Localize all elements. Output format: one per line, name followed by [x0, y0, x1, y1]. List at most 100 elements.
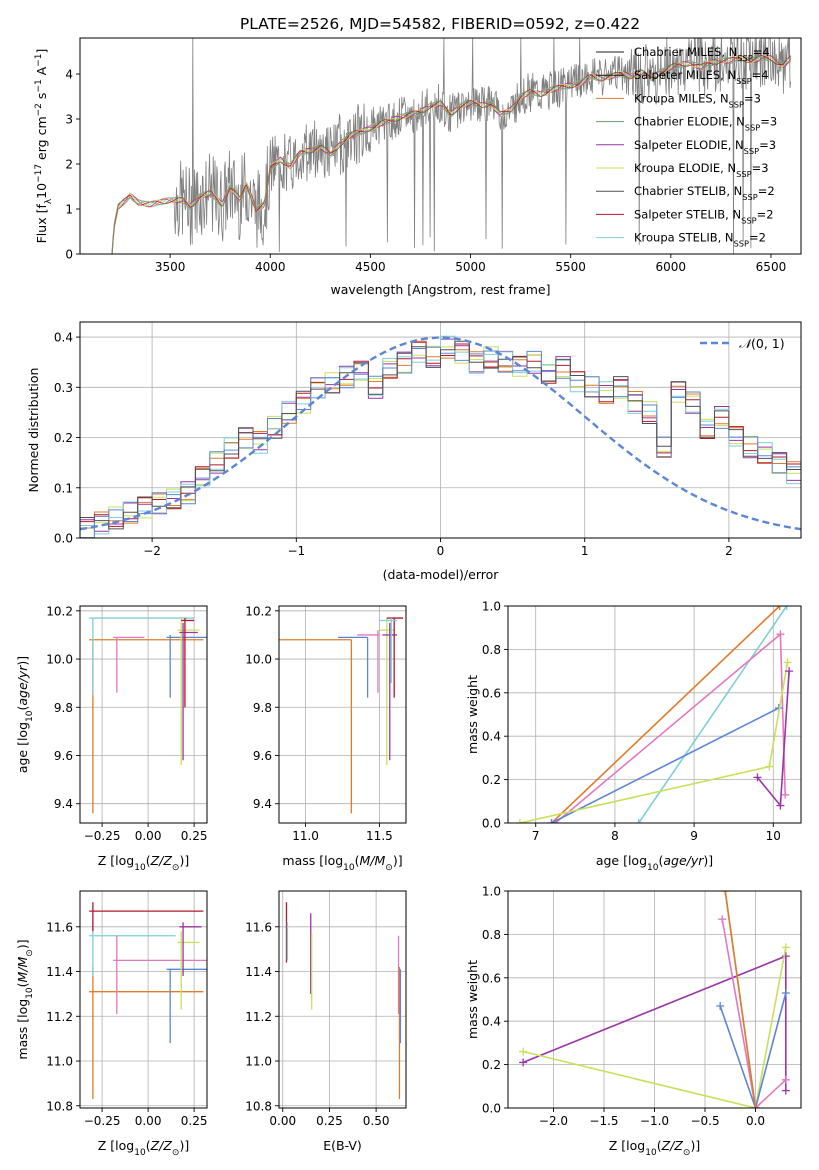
x-tick-label: 0.25 [181, 829, 208, 843]
panel-residuals: −2 −1 0 1 2 0.0 0.1 0.2 0.3 0.4 (data-model)/error… [26, 321, 802, 582]
y-tick-label: 11.6 [46, 920, 73, 934]
legend-label: Chabrier ELODIE, NSSP=3 [634, 115, 777, 133]
x-tick-label: 8 [611, 829, 619, 843]
y-tick-label: 10.2 [245, 604, 272, 618]
y-tick-label: 1.0 [482, 600, 501, 614]
y-axis-label: age [log10(age/yr)] [15, 656, 35, 773]
y-tick-label: 3 [65, 113, 73, 127]
y-tick-label: 0.6 [482, 971, 501, 985]
plot-area [89, 617, 207, 814]
weight-marker-kroupa_elodie [519, 1047, 528, 1056]
x-axis-label: wavelength [Angstrom, rest frame] [330, 282, 550, 297]
panel-mass_vs_Z: −0.25 0.00 0.25 10.8 11.0 11.2 11.4 11.6 Z [log1… [15, 890, 208, 1158]
y-tick-label: 0.4 [54, 331, 73, 345]
panel-age_vs_mass: 11.0 11.5 9.4 9.6 9.8 10.0 10.2 mass [log10(M/M… [245, 604, 407, 873]
weight-marker-kroupa_elodie [783, 658, 792, 667]
y-tick-label: 11.4 [46, 965, 73, 979]
x-tick-label: 9 [690, 829, 698, 843]
plot-area [80, 335, 801, 538]
weight-marker-kroupa_elodie [781, 943, 790, 952]
x-tick-label: 11.5 [366, 829, 393, 843]
y-tick-label: 1.0 [482, 885, 501, 899]
y-tick-label: 4 [65, 68, 73, 82]
y-tick-label: 0.0 [54, 532, 73, 546]
x-tick-label: 7 [532, 829, 540, 843]
y-tick-label: 0.4 [482, 730, 501, 744]
weight-line-blue [719, 992, 787, 1108]
weight-marker-salpeter_elodie [781, 1086, 790, 1095]
y-tick-label: 2 [65, 158, 73, 172]
weight-marker-pink [781, 790, 790, 799]
plot-area [285, 902, 402, 1100]
normal-curve [80, 336, 801, 531]
x-tick-label: −1 [287, 544, 305, 558]
x-tick-label: 0.00 [269, 1114, 296, 1128]
y-axis-label: Normed distribution [26, 368, 41, 493]
y-tick-label: 0.4 [482, 1015, 501, 1029]
y-tick-label: 9.4 [253, 797, 272, 811]
y-tick-label: 0.1 [54, 481, 73, 495]
axes-frame [79, 37, 802, 255]
x-tick-label: 6500 [756, 260, 787, 274]
y-tick-label: 11.2 [46, 1010, 73, 1024]
plot-area [89, 902, 207, 1100]
y-tick-label: 11.2 [245, 1010, 272, 1024]
weight-marker-blue [716, 1002, 725, 1011]
y-tick-label: 11.6 [245, 920, 272, 934]
y-axis-label: Flux [fλ10−17 erg cm−2 s−1 A−1] [34, 49, 54, 244]
weight-marker-salpeter_elodie [753, 773, 762, 782]
model-spectrum-salpeter_stelib [111, 55, 792, 254]
weight-marker-kroupa_stelib [782, 606, 791, 610]
panel-age_vs_Z: −0.25 0.00 0.25 9.4 9.6 9.8 10.0 10.2 Z [log10(Z… [15, 604, 208, 873]
figure-title: PLATE=2526, MJD=54582, FIBERID=0592, z=0… [240, 15, 640, 33]
weight-marker-kroupa_miles [775, 606, 784, 610]
weight-marker-kroupa_elodie [515, 819, 524, 823]
x-tick-label: 11.0 [292, 829, 319, 843]
y-tick-label: 0.8 [482, 928, 501, 942]
weight-marker-salpeter_elodie [776, 801, 785, 810]
y-tick-label: 0.0 [482, 817, 501, 831]
x-tick-label: −1.0 [640, 1114, 669, 1128]
weight-marker-pink [781, 1075, 790, 1084]
y-tick-label: 0.8 [482, 643, 501, 657]
legend-label: Chabrier MILES, NSSP=4 [634, 45, 770, 63]
y-tick-label: 0.2 [482, 1058, 501, 1072]
y-tick-label: 11.0 [46, 1055, 73, 1069]
axes-frame [278, 890, 407, 1109]
axes-frame [507, 605, 802, 824]
weight-marker-pink [776, 630, 785, 639]
panel-weight_vs_Z: −2.0 −1.5 −1.0 −0.5 0.0 0.0 0.2 0.4 0.6 0.8 1.0 Z [… [465, 885, 802, 1158]
y-tick-label: 11.0 [245, 1055, 272, 1069]
x-tick-label: −1.5 [589, 1114, 618, 1128]
x-axis-label: Z [log10(Z/Z⊙)] [98, 853, 189, 873]
observed-spectrum-line [173, 38, 791, 254]
x-axis-label: Z [log10(Z/Z⊙)] [609, 1138, 700, 1158]
x-axis-label: age [log10(age/yr)] [596, 853, 713, 873]
plot-area [111, 38, 792, 254]
histogram-chabrier_stelib [80, 340, 801, 538]
weight-line-kroupa_miles [551, 606, 781, 823]
weight-marker-kroupa_stelib [634, 819, 643, 823]
x-tick-label: −0.5 [690, 1114, 719, 1128]
weight-line-kroupa_elodie [523, 947, 787, 1108]
y-tick-label: 9.6 [54, 749, 73, 763]
x-tick-label: 0.25 [316, 1114, 343, 1128]
x-axis-label: Z [log10(Z/Z⊙)] [98, 1138, 189, 1158]
x-tick-label: 3500 [155, 260, 186, 274]
y-tick-label: 9.8 [253, 701, 272, 715]
model-spectrum-chabrier_elodie [111, 56, 792, 254]
weight-marker-salpeter_elodie [785, 667, 794, 676]
weight-marker-salpeter_elodie [519, 1058, 528, 1067]
axes-frame [79, 890, 208, 1109]
weight-marker-blue [781, 988, 790, 997]
legend-label: Salpeter STELIB, NSSP=2 [634, 207, 774, 225]
legend-label: Kroupa ELODIE, NSSP=3 [634, 161, 769, 179]
x-axis-label: mass [log10(M/M⊙)] [282, 853, 402, 873]
y-tick-label: 0.2 [54, 431, 73, 445]
y-tick-label: 9.4 [54, 797, 73, 811]
x-tick-label: 10 [766, 829, 781, 843]
y-tick-label: 10.2 [46, 604, 73, 618]
x-tick-label: 6000 [656, 260, 687, 274]
x-tick-label: 0.50 [363, 1114, 390, 1128]
